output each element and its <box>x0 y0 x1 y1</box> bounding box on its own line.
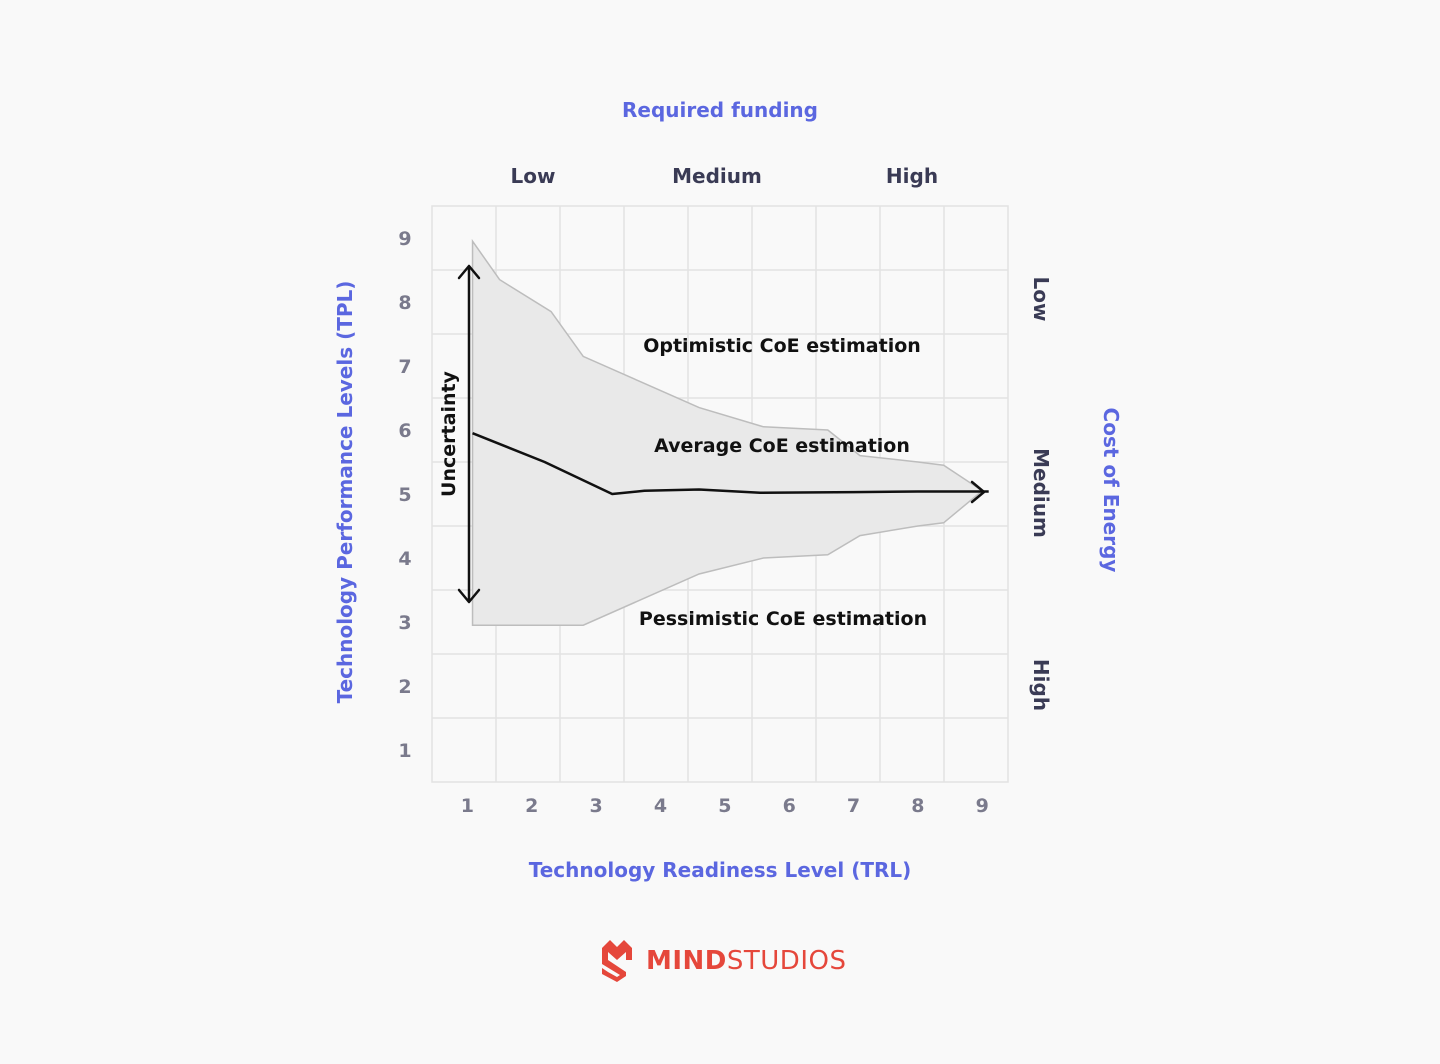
cost-of-energy-title: Cost of Energy <box>1099 408 1123 573</box>
y-tick-label: 7 <box>398 356 411 378</box>
funding-medium-label: Medium <box>672 164 762 188</box>
pessimistic-estimation-label: Pessimistic CoE estimation <box>639 608 927 630</box>
energy-high-label: High <box>1029 659 1053 711</box>
plot-frame <box>431 205 1009 783</box>
y-tick-label: 9 <box>398 228 411 250</box>
required-funding-title: Required funding <box>622 98 818 122</box>
x-tick-label: 1 <box>461 795 474 817</box>
x-tick-label: 8 <box>911 795 924 817</box>
y-axis-title: Technology Performance Levels (TPL) <box>333 281 357 704</box>
uncertainty-label: Uncertainty <box>438 370 460 496</box>
y-tick-labels: 1 2 3 4 5 6 7 8 9 <box>398 228 411 762</box>
funding-low-label: Low <box>511 164 556 188</box>
x-axis-title: Technology Readiness Level (TRL) <box>529 858 912 882</box>
uncertainty-band <box>471 238 984 626</box>
y-tick-label: 8 <box>398 292 411 314</box>
x-tick-label: 6 <box>783 795 796 817</box>
y-tick-label: 2 <box>398 676 411 698</box>
average-estimation-line <box>472 432 989 496</box>
x-tick-label: 4 <box>654 795 667 817</box>
y-tick-label: 3 <box>398 612 411 634</box>
funding-high-label: High <box>886 164 938 188</box>
optimistic-estimation-label: Optimistic CoE estimation <box>643 335 921 357</box>
mindstudios-logo: MINDSTUDIOS <box>600 936 846 986</box>
mindstudios-logo-icon <box>602 940 632 982</box>
average-line-arrowhead <box>970 480 986 504</box>
x-tick-label: 5 <box>718 795 731 817</box>
y-tick-label: 5 <box>398 484 411 506</box>
energy-low-label: Low <box>1029 277 1053 322</box>
y-tick-label: 4 <box>398 548 411 570</box>
average-estimation-label: Average CoE estimation <box>654 435 910 457</box>
energy-medium-label: Medium <box>1029 448 1053 538</box>
brand-name-bold: MIND <box>646 946 727 976</box>
mindstudios-wordmark: MINDSTUDIOS <box>646 948 846 974</box>
y-tick-label: 1 <box>398 740 411 762</box>
x-tick-label: 2 <box>525 795 538 817</box>
uncertainty-arrow <box>457 264 481 604</box>
brand-name-light: STUDIOS <box>726 946 847 976</box>
x-tick-label: 9 <box>976 795 989 817</box>
y-tick-label: 6 <box>398 420 411 442</box>
x-tick-label: 7 <box>847 795 860 817</box>
x-tick-label: 3 <box>589 795 602 817</box>
x-tick-labels: 1 2 3 4 5 6 7 8 9 <box>461 795 989 817</box>
